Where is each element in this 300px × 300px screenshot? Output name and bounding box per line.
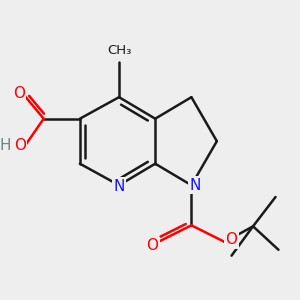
Text: O: O <box>14 138 26 153</box>
Text: H: H <box>0 138 11 153</box>
Text: O: O <box>226 232 238 247</box>
Text: N: N <box>113 179 125 194</box>
Text: CH₃: CH₃ <box>107 44 131 57</box>
Text: O: O <box>146 238 158 253</box>
Text: O: O <box>13 86 25 101</box>
Text: N: N <box>190 178 201 193</box>
